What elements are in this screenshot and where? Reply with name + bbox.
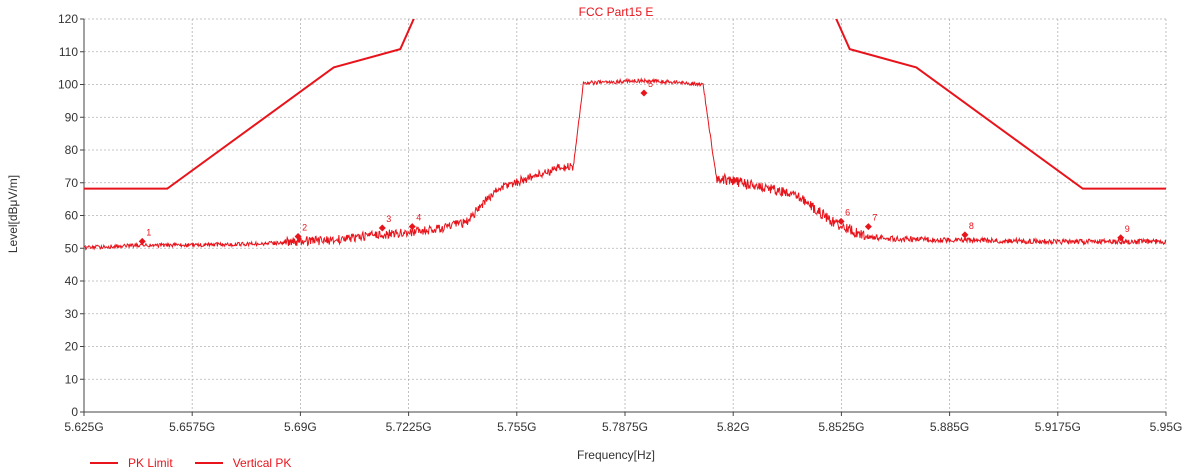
marker-point [408, 223, 416, 231]
marker-label: 9 [1125, 224, 1130, 234]
y-tick-label: 20 [65, 340, 79, 354]
series-layer [84, 19, 1166, 251]
legend-label-vertical-pk: Vertical PK [232, 456, 292, 470]
x-tick-label: 5.6575G [169, 420, 215, 434]
legend-swatch-vertical-pk [194, 462, 223, 464]
marker-point [138, 237, 146, 245]
marker-point [378, 224, 386, 232]
axes: 0 10 20 30 40 50 60 70 80 90 100 110 120 5.625G 5.6575… [58, 12, 1182, 434]
marker-point [864, 223, 872, 231]
y-tick-label: 80 [65, 143, 79, 157]
marker-point [294, 232, 302, 240]
y-tick-label: 90 [65, 110, 79, 124]
x-tick-label: 5.95G [1150, 420, 1183, 434]
x-tick-label: 5.7225G [386, 420, 432, 434]
marker-label: 5 [648, 79, 653, 89]
marker-label: 8 [969, 221, 974, 231]
series-line-vertical-pk [84, 77, 1166, 251]
grid-layer [84, 18, 1167, 412]
marker-label: 1 [146, 227, 151, 237]
y-tick-label: 0 [71, 405, 78, 419]
marker-label: 4 [416, 213, 421, 223]
marker-label: 7 [872, 213, 877, 223]
marker-point [837, 217, 845, 225]
x-tick-label: 5.9175G [1035, 420, 1081, 434]
y-tick-label: 50 [65, 241, 79, 255]
y-tick-label: 40 [65, 274, 79, 288]
y-tick-label: 30 [65, 307, 79, 321]
y-tick-label: 120 [58, 12, 78, 26]
x-tick-label: 5.755G [497, 420, 536, 434]
legend-item-pk-limit: PK Limit [90, 456, 173, 470]
marker-label: 6 [845, 207, 850, 217]
legend-item-vertical-pk: Vertical PK [194, 456, 292, 470]
x-tick-label: 5.7875G [602, 420, 648, 434]
marker-point [961, 231, 969, 239]
y-tick-label: 60 [65, 209, 79, 223]
marker-label: 2 [302, 222, 307, 232]
marker-point [1117, 234, 1125, 242]
y-tick-label: 100 [58, 78, 78, 92]
x-tick-label: 5.885G [930, 420, 969, 434]
x-tick-label: 5.625G [64, 420, 103, 434]
legend: PK Limit Vertical PK [90, 456, 291, 470]
y-axis-title: Level[dBμV/m] [6, 175, 20, 253]
marker-layer: 1 2 3 4 5 6 7 8 9 [138, 79, 1130, 245]
x-tick-label: 5.8525G [818, 420, 864, 434]
legend-label-pk-limit: PK Limit [128, 456, 173, 470]
chart-title: FCC Part15 E [579, 5, 654, 19]
legend-swatch-pk-limit [90, 462, 118, 464]
marker-label: 3 [386, 214, 391, 224]
x-tick-label: 5.69G [284, 420, 317, 434]
marker-point [640, 89, 648, 97]
y-tick-label: 70 [65, 176, 79, 190]
series-line-pk-limit [84, 19, 1166, 190]
x-tick-label: 5.82G [717, 420, 750, 434]
y-tick-label: 110 [59, 45, 78, 59]
y-tick-label: 10 [65, 372, 79, 386]
x-axis-title: Frequency[Hz] [577, 448, 655, 462]
